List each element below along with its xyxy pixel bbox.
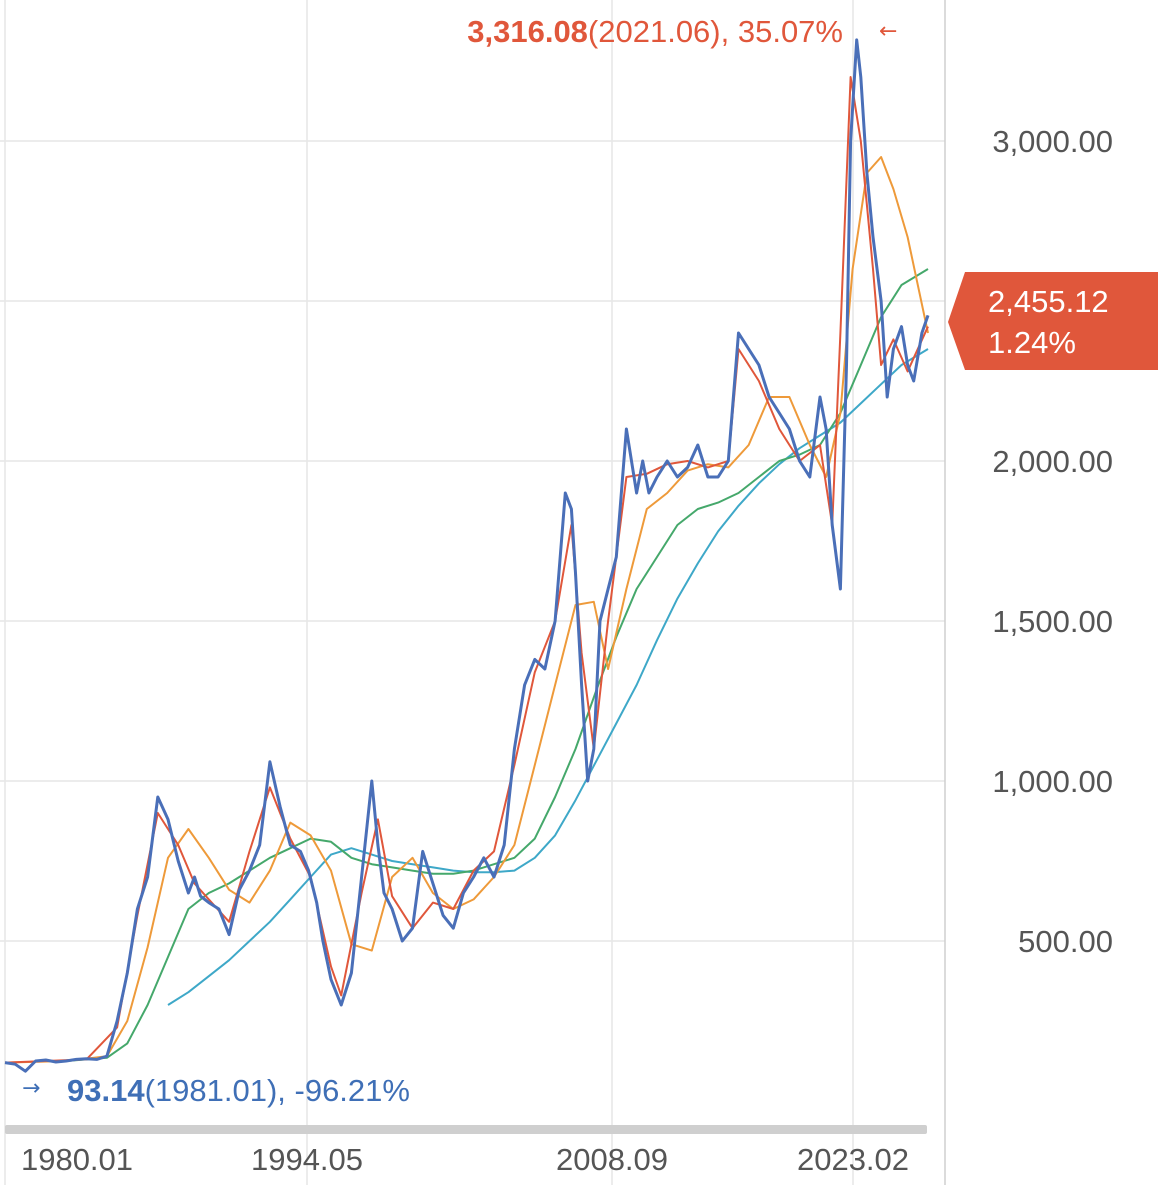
price-series-line [4, 38, 930, 1073]
last-price-box [948, 272, 1158, 370]
grid [0, 0, 945, 1185]
last-price-badge: 2,455.12 1.24% [948, 272, 1158, 370]
min-label: 93.14(1981.01), -96.21% [67, 1073, 410, 1108]
min-date: (1981.01), -96.21% [145, 1073, 410, 1108]
y-axis: 500.00 1,000.00 1,500.00 2,000.00 3,000.00 [992, 124, 1113, 959]
y-tick-label: 1,500.00 [992, 604, 1113, 639]
series-layer [4, 38, 930, 1073]
last-price-value: 2,455.12 [988, 284, 1109, 319]
min-arrow-icon: → [22, 1076, 40, 1101]
max-value: 3,316.08 [467, 14, 588, 49]
min-annotation: → 93.14(1981.01), -96.21% [22, 1073, 410, 1108]
x-tick-label: 1980.01 [21, 1142, 133, 1177]
min-value: 93.14 [67, 1073, 145, 1108]
y-tick-label: 3,000.00 [992, 124, 1113, 159]
y-tick-label: 2,000.00 [992, 444, 1113, 479]
moving-average-line-2 [4, 156, 929, 1064]
last-price-change: 1.24% [988, 325, 1076, 360]
max-arrow-icon: ← [879, 19, 897, 44]
moving-average-line-3 [66, 268, 929, 1062]
time-scrollbar[interactable] [5, 1125, 927, 1134]
y-tick-label: 1,000.00 [992, 764, 1113, 799]
x-tick-label: 2008.09 [556, 1142, 668, 1177]
max-annotation: 3,316.08(2021.06), 35.07% ← [467, 14, 897, 49]
max-label: 3,316.08(2021.06), 35.07% [467, 14, 843, 49]
x-tick-label: 1994.05 [251, 1142, 363, 1177]
y-tick-label: 500.00 [1018, 924, 1113, 959]
moving-average-line-1 [4, 76, 929, 1064]
max-date: (2021.06), 35.07% [588, 14, 843, 49]
x-tick-label: 2023.02 [797, 1142, 909, 1177]
x-axis: 1980.01 1994.05 2008.09 2023.02 [21, 1142, 909, 1177]
